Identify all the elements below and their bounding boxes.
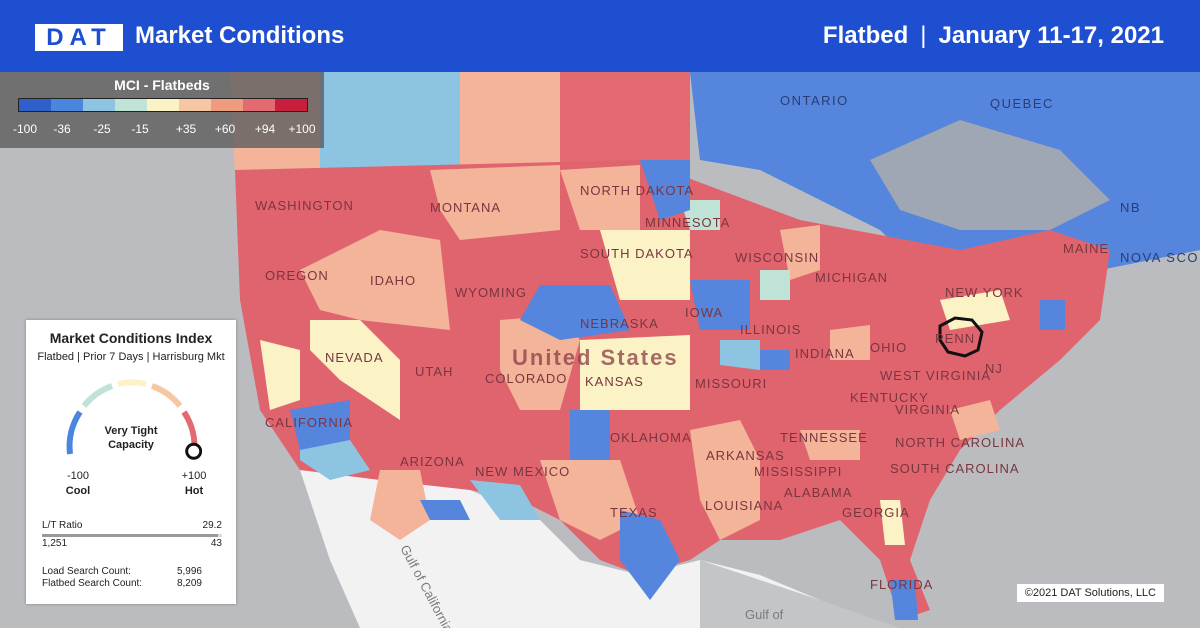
svg-text:KENTUCKY: KENTUCKY xyxy=(850,390,929,405)
svg-text:KANSAS: KANSAS xyxy=(585,374,644,389)
svg-text:OHIO: OHIO xyxy=(870,340,907,355)
svg-text:WEST VIRGINIA: WEST VIRGINIA xyxy=(880,368,991,383)
market-map[interactable]: United States WASHINGTON OREGON IDAHO MO… xyxy=(0,72,1200,628)
svg-text:MISSOURI: MISSOURI xyxy=(695,376,767,391)
header-context: Flatbed | January 11-17, 2021 xyxy=(823,22,1164,50)
legend-swatch xyxy=(83,99,115,111)
mci-panel: Market Conditions Index Flatbed | Prior … xyxy=(26,320,236,604)
flatbed-search-row: Flatbed Search Count: 8,209 xyxy=(42,578,202,589)
lt-ratio-value: 29.2 xyxy=(202,520,222,531)
legend-swatch xyxy=(243,99,275,111)
svg-text:MISSISSIPPI: MISSISSIPPI xyxy=(754,464,842,479)
svg-text:COLORADO: COLORADO xyxy=(485,371,567,386)
svg-text:NJ: NJ xyxy=(985,361,1003,376)
page-title: Market Conditions xyxy=(135,22,345,49)
legend-swatch xyxy=(275,99,307,111)
svg-text:GEORGIA: GEORGIA xyxy=(842,505,910,520)
svg-text:MICHIGAN: MICHIGAN xyxy=(815,270,888,285)
legend-tick: +94 xyxy=(254,122,276,136)
legend-tick: -100 xyxy=(12,122,38,136)
svg-text:NEBRASKA: NEBRASKA xyxy=(580,316,659,331)
svg-text:SOUTH CAROLINA: SOUTH CAROLINA xyxy=(890,461,1020,476)
load-search-row: Load Search Count: 5,996 xyxy=(42,566,202,577)
load-truck-row: 1,251 43 xyxy=(42,538,222,549)
svg-text:NORTH DAKOTA: NORTH DAKOTA xyxy=(580,183,694,198)
dat-logo: DAT xyxy=(35,24,123,51)
panel-title: Market Conditions Index xyxy=(49,330,213,346)
svg-text:MONTANA: MONTANA xyxy=(430,200,501,215)
svg-text:LOUISIANA: LOUISIANA xyxy=(705,498,783,513)
svg-text:Gulf of: Gulf of xyxy=(745,607,784,622)
legend-tick: +60 xyxy=(214,122,236,136)
segment-label: Flatbed xyxy=(822,22,909,49)
gauge-marker xyxy=(185,442,202,460)
svg-text:NEW YORK: NEW YORK xyxy=(945,285,1024,300)
map-canvas: United States WASHINGTON OREGON IDAHO MO… xyxy=(0,72,1200,628)
svg-text:VIRGINIA: VIRGINIA xyxy=(895,402,960,417)
svg-text:PENN: PENN xyxy=(935,331,975,346)
svg-text:IDAHO: IDAHO xyxy=(370,273,416,288)
svg-text:TENNESSEE: TENNESSEE xyxy=(780,430,868,445)
legend-swatch xyxy=(179,99,211,111)
legend-swatch xyxy=(115,99,147,111)
gauge-max: +100 Hot xyxy=(181,470,207,497)
svg-text:NEVADA: NEVADA xyxy=(325,350,384,365)
svg-text:ILLINOIS: ILLINOIS xyxy=(740,322,801,337)
svg-text:WISCONSIN: WISCONSIN xyxy=(735,250,819,265)
svg-text:FLORIDA: FLORIDA xyxy=(870,577,933,592)
load-count: 1,251 xyxy=(42,538,68,549)
header-bar: DAT Market Conditions Flatbed | January 11… xyxy=(0,0,1200,72)
legend-tick: -15 xyxy=(131,122,149,136)
svg-text:CALIFORNIA: CALIFORNIA xyxy=(265,415,353,430)
label-country: United States xyxy=(512,345,679,370)
legend-tick: -25 xyxy=(93,122,111,136)
svg-text:ALABAMA: ALABAMA xyxy=(784,485,852,500)
lt-ratio-label: L/T Ratio xyxy=(42,520,83,531)
svg-text:MAINE: MAINE xyxy=(1063,241,1109,256)
legend-tick: +35 xyxy=(175,122,197,136)
mci-gauge xyxy=(66,379,202,460)
svg-text:NEW MEXICO: NEW MEXICO xyxy=(475,464,570,479)
header-separator: | xyxy=(920,22,927,49)
svg-text:TEXAS: TEXAS xyxy=(610,505,658,520)
svg-text:WYOMING: WYOMING xyxy=(455,285,527,300)
svg-text:MINNESOTA: MINNESOTA xyxy=(645,215,730,230)
legend-ticks: -100 -36 -25 -15 +35 +60 +94 +100 xyxy=(0,122,324,140)
lt-ratio-bar xyxy=(42,534,222,537)
date-range: January 11-17, 2021 xyxy=(938,22,1164,49)
svg-text:QUEBEC: QUEBEC xyxy=(990,96,1054,111)
legend-title: MCI - Flatbeds xyxy=(114,77,210,93)
svg-text:NOVA SCO: NOVA SCO xyxy=(1120,250,1199,265)
legend-color-bar xyxy=(18,98,308,112)
svg-text:NB: NB xyxy=(1120,200,1141,215)
svg-text:IOWA: IOWA xyxy=(685,305,723,320)
gauge-min: -100 Cool xyxy=(65,470,91,497)
legend-tick: -36 xyxy=(53,122,71,136)
svg-text:NORTH CAROLINA: NORTH CAROLINA xyxy=(895,435,1025,450)
svg-text:ARIZONA: ARIZONA xyxy=(400,454,465,469)
svg-text:OKLAHOMA: OKLAHOMA xyxy=(610,430,692,445)
truck-count: 43 xyxy=(210,538,222,549)
panel-subtitle: Flatbed | Prior 7 Days | Harrisburg Mkt xyxy=(37,351,225,363)
legend-swatch xyxy=(147,99,179,111)
svg-text:SOUTH DAKOTA: SOUTH DAKOTA xyxy=(580,246,694,261)
mci-legend: MCI - Flatbeds -100 -36 -25 -15 +35 +60 +94 +10… xyxy=(0,72,324,148)
svg-text:UTAH: UTAH xyxy=(415,364,453,379)
legend-tick: +100 xyxy=(288,122,316,136)
legend-swatch xyxy=(19,99,51,111)
legend-swatch xyxy=(51,99,83,111)
copyright: ©2021 DAT Solutions, LLC xyxy=(1016,584,1164,602)
svg-text:ONTARIO: ONTARIO xyxy=(780,93,849,108)
svg-text:WASHINGTON: WASHINGTON xyxy=(255,198,354,213)
svg-text:ARKANSAS: ARKANSAS xyxy=(706,448,785,463)
capacity-status: Very Tight Capacity xyxy=(104,425,158,451)
svg-text:INDIANA: INDIANA xyxy=(795,346,855,361)
svg-text:OREGON: OREGON xyxy=(265,268,329,283)
legend-swatch xyxy=(211,99,243,111)
lt-ratio-row: L/T Ratio 29.2 xyxy=(42,520,222,531)
